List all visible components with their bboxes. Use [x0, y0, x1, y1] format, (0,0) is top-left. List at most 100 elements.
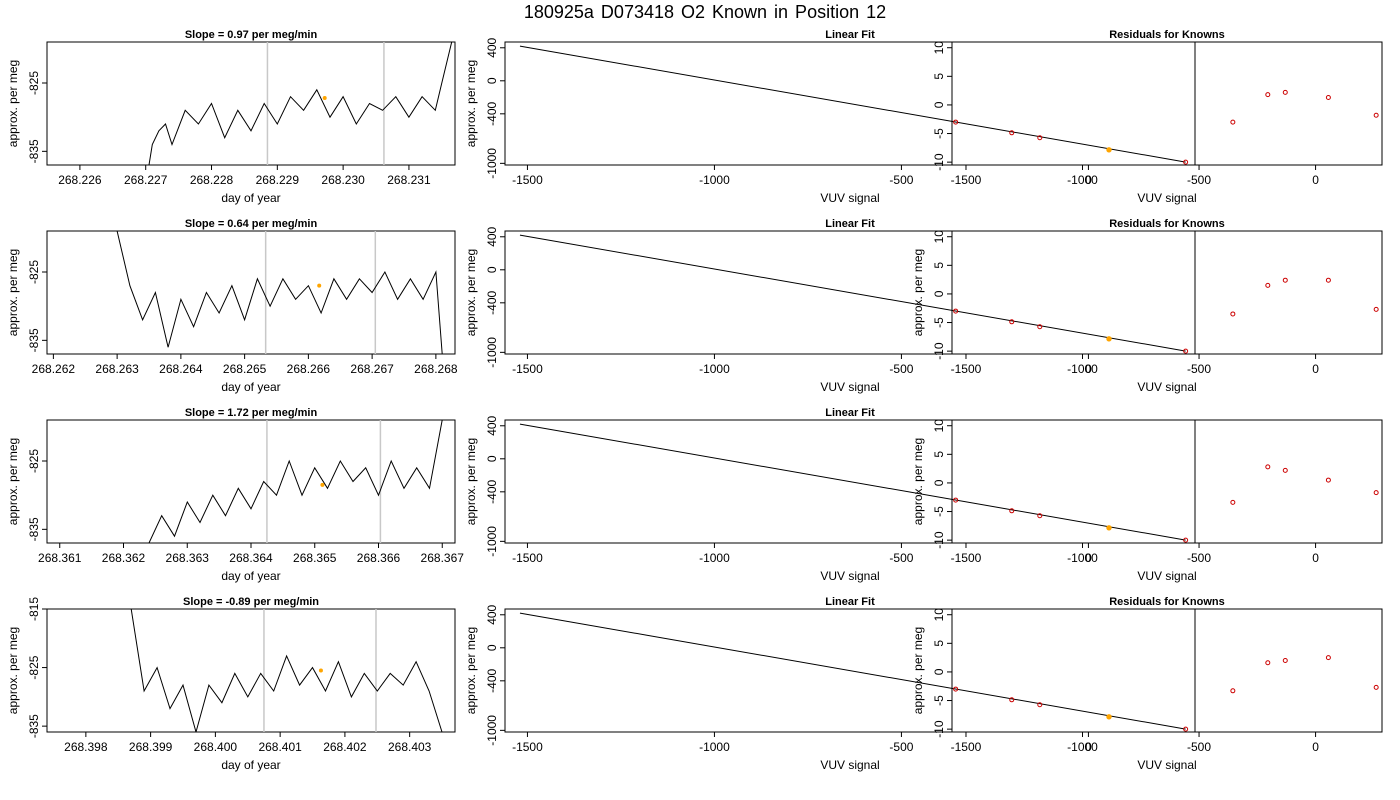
residual-point	[1282, 277, 1288, 283]
x-tick-label: 268.226	[58, 173, 102, 187]
x-tick-label: 268.229	[256, 173, 300, 187]
y-tick-label: -835	[27, 714, 41, 738]
x-axis-label: VUV signal	[1137, 758, 1196, 772]
y-tick-label: -1000	[485, 526, 499, 557]
x-axis-label: day of year	[221, 569, 280, 583]
x-tick-label: -500	[1187, 740, 1211, 754]
x-tick-label: -1500	[512, 362, 543, 376]
y-axis-label: approx. per meg	[464, 249, 478, 336]
known-point	[1009, 130, 1015, 136]
x-tick-label: 268.263	[95, 362, 139, 376]
plot-area	[519, 612, 1189, 732]
plot-frame	[504, 608, 1196, 733]
x-axis-label: day of year	[221, 380, 280, 394]
x-axis-label: day of year	[221, 758, 280, 772]
panel-residuals-row3: -1500 -1000 -500 0 10 5 0 -5 -10 VUV signal approx…	[911, 419, 1383, 583]
y-axis-label: approx. per meg	[464, 438, 478, 525]
residual-point	[1230, 688, 1236, 694]
plot-area	[519, 423, 1189, 543]
x-axis-label: VUV signal	[820, 191, 879, 205]
x-tick-label: -1500	[951, 551, 982, 565]
x-tick-label: 268.364	[229, 551, 273, 565]
residual-point	[1230, 311, 1236, 317]
x-tick-label: -1000	[699, 362, 730, 376]
y-tick-label: -400	[485, 101, 499, 125]
x-tick-label: -1500	[951, 362, 982, 376]
panel-title: Linear Fit	[825, 29, 875, 41]
series-line	[130, 609, 443, 732]
panel-linear-fit-row3: Linear Fit -1500 -1000 -500 0 400 0 -400 -1000 VU…	[464, 407, 1196, 583]
y-tick-label: -10	[932, 531, 946, 549]
y-tick-label: -825	[27, 655, 41, 679]
y-tick-label: 0	[932, 479, 946, 486]
x-axis-label: VUV signal	[820, 380, 879, 394]
x-tick-label: 268.230	[321, 173, 365, 187]
x-tick-label: -1500	[512, 173, 543, 187]
y-tick-label: -400	[485, 479, 499, 503]
known-point	[1037, 513, 1043, 519]
y-tick-label: -835	[27, 517, 41, 541]
known-point	[953, 119, 959, 125]
x-tick-label: -500	[889, 173, 913, 187]
plot-area	[1230, 89, 1379, 125]
plot-area	[1230, 464, 1379, 505]
residual-point	[1373, 490, 1379, 496]
sample-point	[1106, 336, 1112, 342]
plot-frame	[46, 608, 456, 733]
y-tick-label: -1000	[485, 148, 499, 179]
x-tick-label: 0	[1085, 551, 1092, 565]
plot-frame	[46, 41, 456, 166]
residual-point	[1230, 499, 1236, 505]
y-tick-label: -5	[932, 695, 946, 706]
x-tick-label: -500	[889, 740, 913, 754]
x-tick-label: 268.401	[258, 740, 302, 754]
residual-point	[1230, 119, 1236, 125]
panel-title: Residuals for Knowns	[1109, 29, 1225, 41]
x-tick-label: -1000	[699, 173, 730, 187]
sample-point	[1106, 525, 1112, 531]
y-tick-label: 0	[932, 668, 946, 675]
known-point	[1037, 135, 1043, 141]
panel-linear-fit-row2: Linear Fit -1500 -1000 -500 0 400 0 -400 -1000 VU…	[464, 218, 1196, 394]
panel-title: Residuals for Knowns	[1109, 218, 1225, 230]
x-tick-label: -1000	[1067, 740, 1098, 754]
residual-point	[1373, 684, 1379, 690]
x-tick-label: 268.402	[323, 740, 367, 754]
x-tick-label: -500	[889, 362, 913, 376]
y-axis-label: approx. per meg	[6, 60, 20, 147]
y-tick-label: -5	[932, 506, 946, 517]
fit-line	[519, 612, 1186, 730]
known-point	[1009, 319, 1015, 325]
panel-residuals-row2: Residuals for Knowns -1500 -1000 -500 0 10 5 0 -…	[911, 218, 1383, 394]
y-tick-label: -400	[485, 668, 499, 692]
known-point	[1183, 159, 1189, 165]
y-tick-label: -825	[27, 260, 41, 284]
series-line	[148, 42, 453, 165]
y-tick-label: -5	[932, 317, 946, 328]
residual-point	[1282, 657, 1288, 663]
x-tick-label: -1000	[1067, 362, 1098, 376]
y-tick-label: 400	[485, 226, 499, 246]
panel-title: Linear Fit	[825, 218, 875, 230]
known-point	[953, 308, 959, 314]
y-axis-label: approx. per meg	[911, 627, 925, 714]
x-tick-label: 268.403	[388, 740, 432, 754]
x-tick-label: 268.362	[102, 551, 146, 565]
plot-frame	[46, 419, 456, 544]
x-tick-label: 0	[1312, 551, 1319, 565]
x-tick-label: 268.228	[190, 173, 234, 187]
x-tick-label: 268.363	[166, 551, 210, 565]
x-tick-label: 0	[1312, 173, 1319, 187]
x-tick-label: 0	[1085, 362, 1092, 376]
residual-point	[1325, 477, 1331, 483]
x-axis-label: VUV signal	[1137, 191, 1196, 205]
x-tick-label: 268.227	[124, 173, 168, 187]
y-tick-label: 5	[932, 451, 946, 458]
plot-frame	[951, 419, 1383, 544]
y-tick-label: -5	[932, 128, 946, 139]
fit-line	[519, 45, 1186, 163]
known-point	[1037, 324, 1043, 330]
y-tick-label: 10	[932, 41, 946, 55]
y-tick-label: 10	[932, 230, 946, 244]
